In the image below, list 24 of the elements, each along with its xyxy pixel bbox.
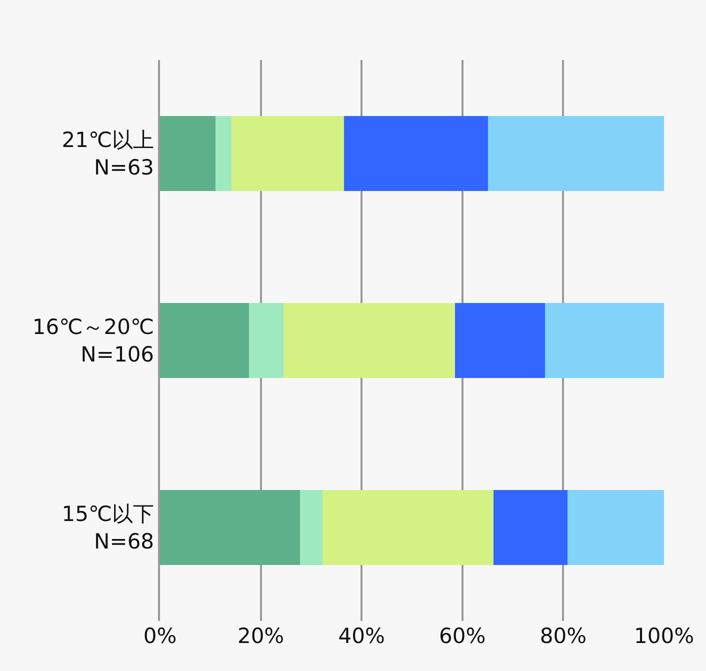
y-tick-label: 16℃～20℃ N=106 xyxy=(32,315,154,366)
bar xyxy=(454,303,546,378)
bar xyxy=(322,490,494,565)
x-tick-label: 60% xyxy=(439,624,486,648)
bar xyxy=(494,490,568,565)
x-tick-label: 100% xyxy=(634,624,694,648)
y-tick-label: 15℃以下 N=68 xyxy=(62,502,154,554)
bar xyxy=(215,116,232,191)
x-tick-label: 0% xyxy=(143,624,177,648)
x-tick-label: 80% xyxy=(540,624,587,648)
bar xyxy=(344,116,488,191)
y-tick-label: 21℃以上 N=63 xyxy=(62,128,154,180)
x-tick-label: 20% xyxy=(237,624,284,648)
bar xyxy=(160,116,216,191)
bar xyxy=(300,490,322,565)
bar xyxy=(488,116,664,191)
bar xyxy=(283,303,455,378)
bar xyxy=(232,116,344,191)
bar xyxy=(160,303,250,378)
bar xyxy=(249,303,284,378)
bar xyxy=(545,303,664,378)
bar xyxy=(568,490,664,565)
x-tick-label: 40% xyxy=(338,624,385,648)
bar xyxy=(160,490,300,565)
